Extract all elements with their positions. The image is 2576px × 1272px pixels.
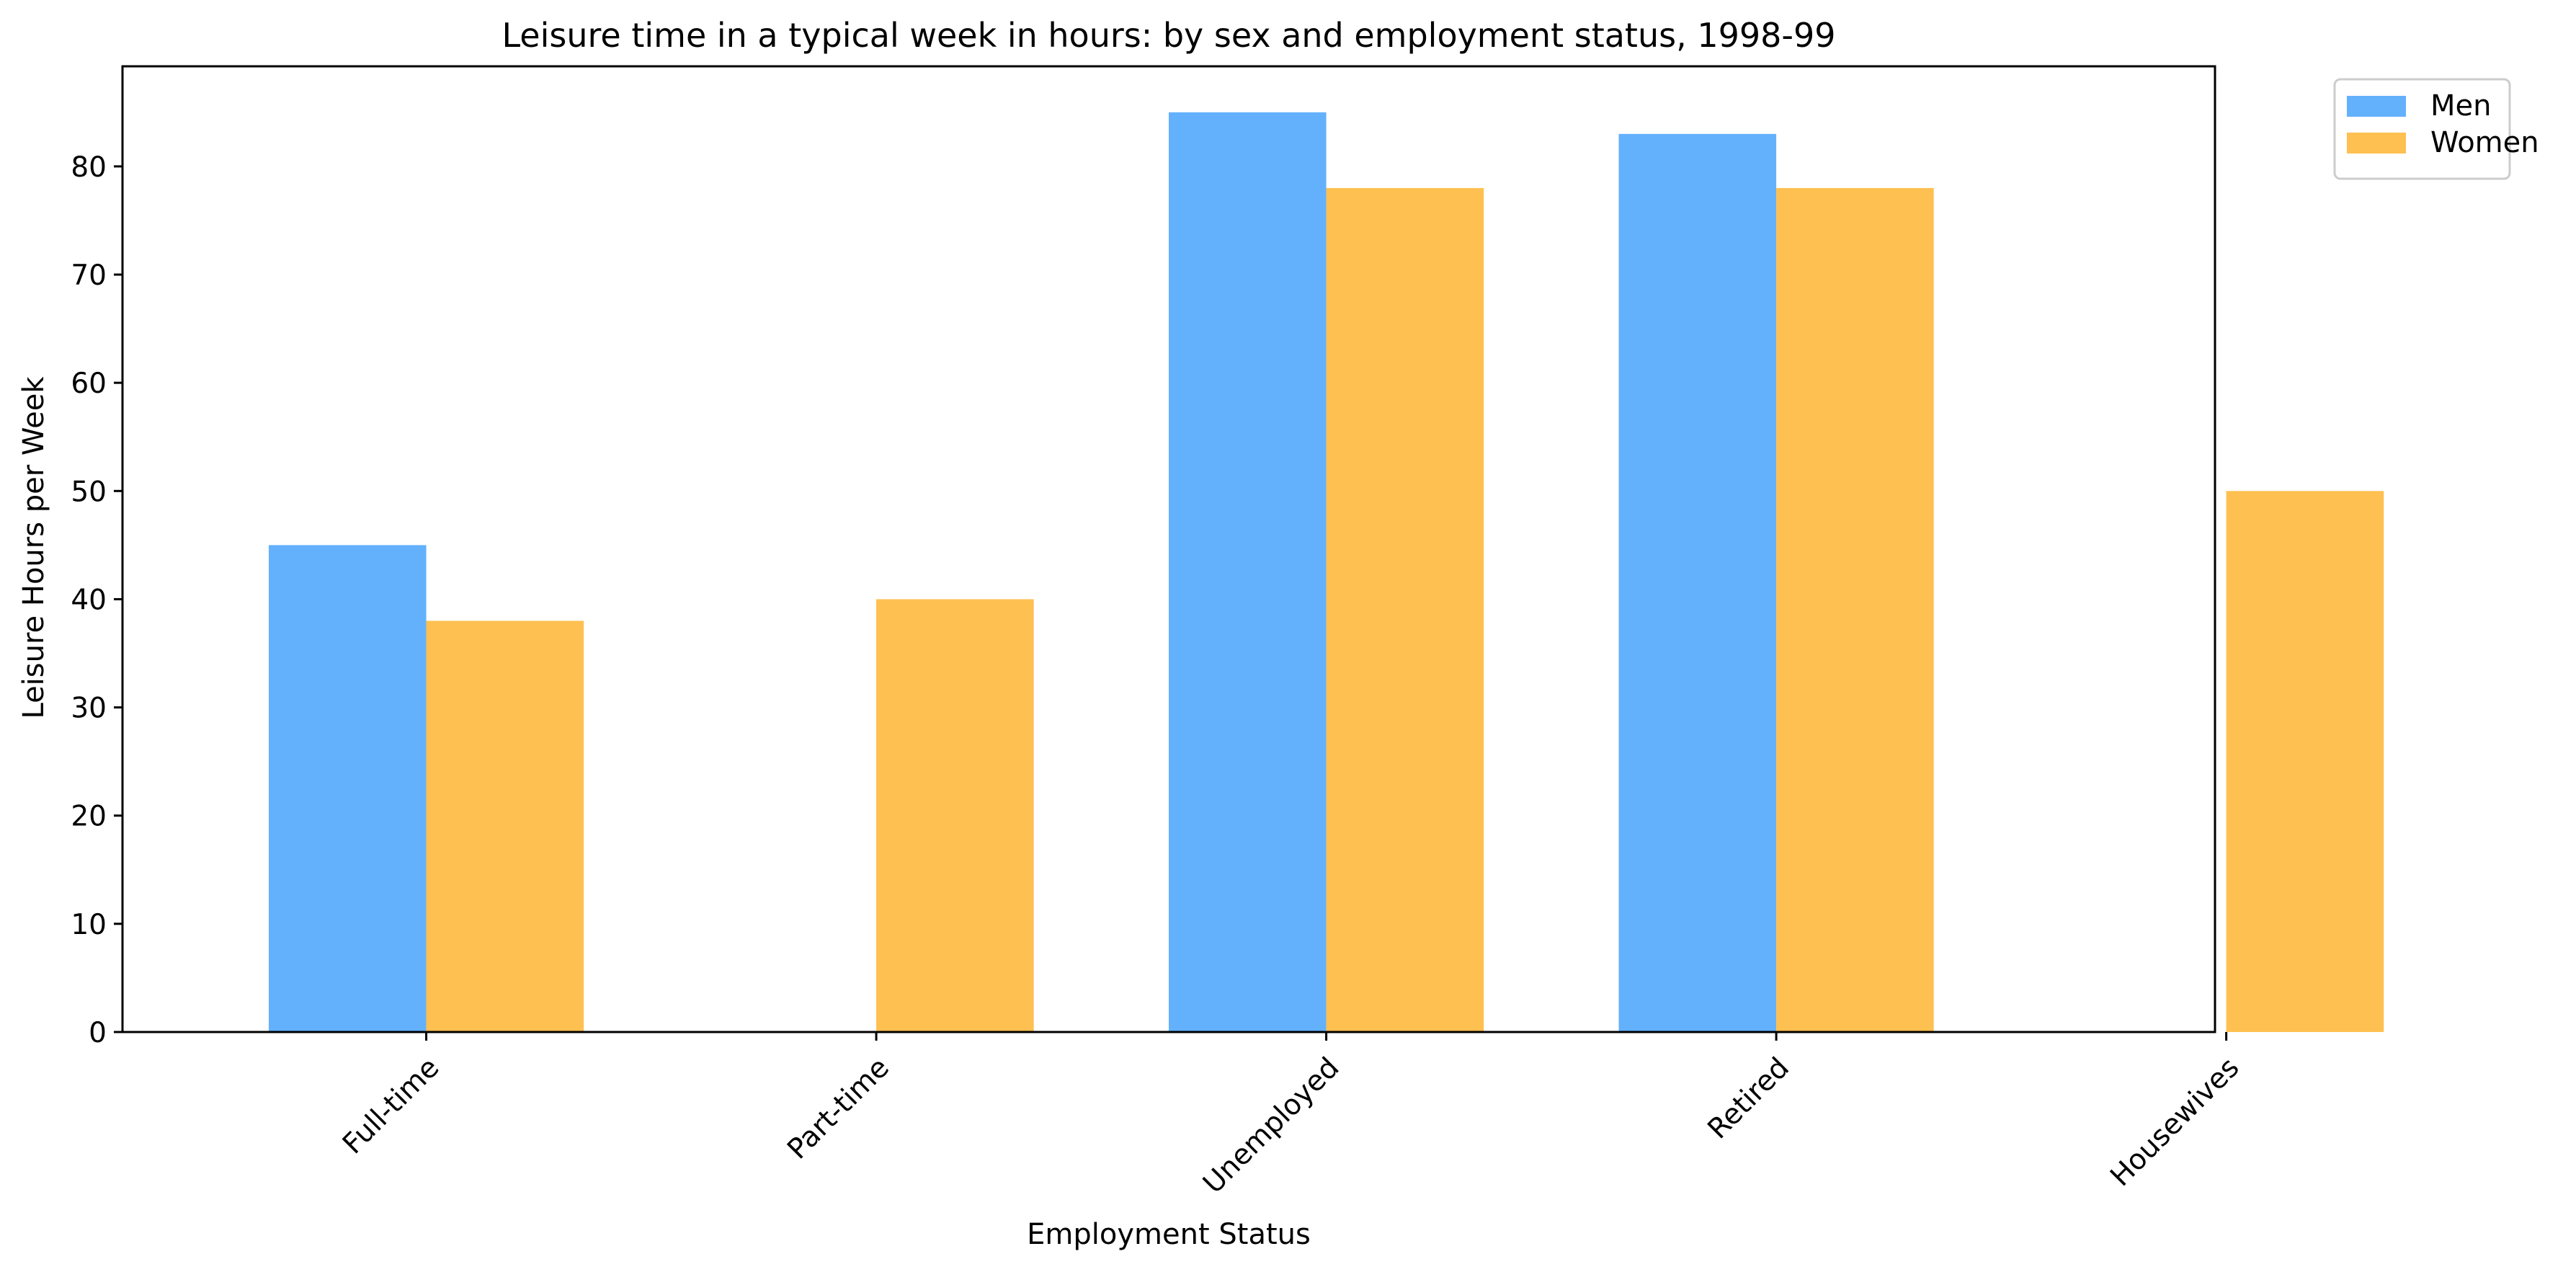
legend-label-men: Men xyxy=(2430,89,2491,123)
y-tick-label: 50 xyxy=(71,476,107,508)
bar-women-retired xyxy=(1776,187,1934,1032)
y-axis-ticks: 0 10 20 30 40 50 60 70 80 xyxy=(71,151,122,1049)
x-axis-label: Employment Status xyxy=(1027,1218,1311,1251)
y-tick-label: 80 xyxy=(71,151,107,184)
y-tick-label: 0 xyxy=(89,1017,107,1049)
bar-men-unemployed xyxy=(1169,112,1327,1032)
y-axis-label: Leisure Hours per Week xyxy=(17,376,50,719)
y-tick-label: 40 xyxy=(71,584,107,616)
y-tick-label: 30 xyxy=(71,693,107,725)
bar-women-unemployed xyxy=(1326,187,1484,1032)
y-tick-label: 70 xyxy=(71,259,107,292)
bar-women-full-time xyxy=(426,621,584,1032)
plot-frame xyxy=(121,65,2216,1033)
bars-layer xyxy=(268,112,2384,1033)
legend-label-women: Women xyxy=(2430,126,2539,159)
bar-women-part-time xyxy=(876,599,1034,1032)
bar-women-housewives xyxy=(2226,491,2384,1032)
legend-swatch-women xyxy=(2347,133,2406,154)
y-tick-label: 20 xyxy=(71,801,107,833)
bar-men-full-time xyxy=(268,545,427,1032)
chart-title: Leisure time in a typical week in hours:… xyxy=(502,16,1835,55)
bar-men-retired xyxy=(1618,133,1777,1033)
y-tick-label: 60 xyxy=(71,368,107,400)
y-tick-label: 10 xyxy=(71,909,107,941)
legend-swatch-men xyxy=(2347,96,2406,117)
